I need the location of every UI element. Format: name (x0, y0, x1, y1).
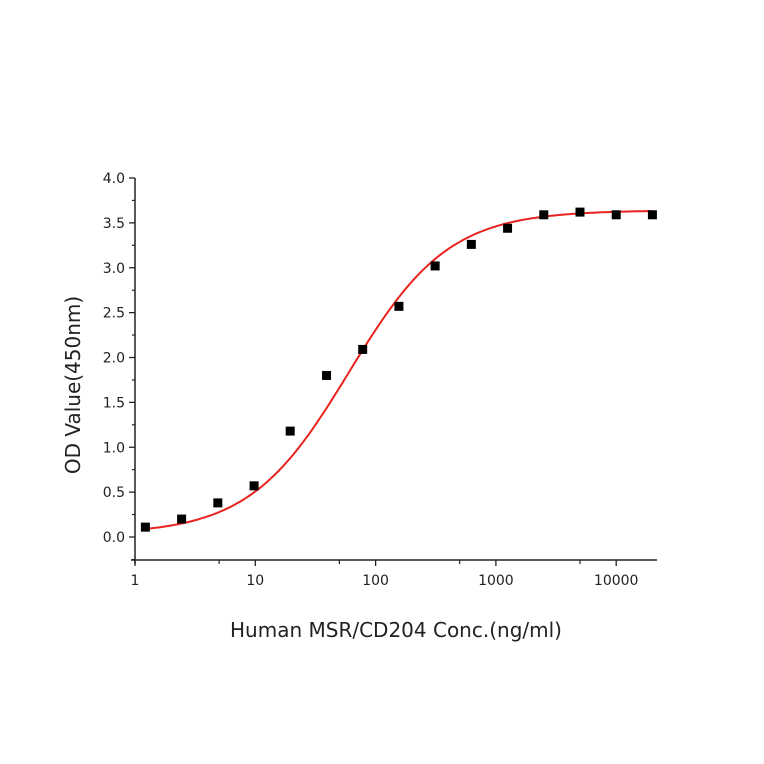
y-tick-label: 0.5 (103, 485, 125, 501)
data-point-marker (430, 261, 440, 271)
x-axis-title: Human MSR/CD204 Conc.(ng/ml) (230, 618, 562, 642)
fit-line (145, 210, 653, 530)
x-tick-label: 100 (362, 573, 389, 589)
y-tick-label: 4.0 (103, 171, 125, 187)
y-tick-label: 1.5 (103, 395, 125, 411)
data-point-marker (466, 239, 476, 249)
y-tick-label: 2.5 (103, 306, 125, 322)
data-point-marker (358, 344, 368, 354)
data-point-marker (140, 522, 150, 532)
fit-curve (145, 210, 653, 530)
data-point-marker (394, 301, 404, 311)
y-axis-title: OD Value(450nm) (61, 296, 85, 474)
data-point-marker (177, 514, 187, 524)
y-tick-label: 3.0 (103, 261, 125, 277)
y-tick-label: 2.0 (103, 351, 125, 367)
x-tick-label: 10 (246, 573, 264, 589)
y-tick-label: 1.0 (103, 440, 125, 456)
data-point-marker (213, 498, 223, 508)
data-point-marker (285, 426, 295, 436)
axes: 0.0 0.5 1.0 1.5 2.0 2.5 3.0 3.5 4.0 1 10 100 1000 100… (103, 171, 657, 589)
y-tick-label: 0.0 (103, 530, 125, 546)
x-tick-label: 1000 (478, 573, 514, 589)
x-tick-label: 1 (131, 573, 140, 589)
x-tick-label: 10000 (594, 573, 639, 589)
data-point-marker (575, 207, 585, 217)
data-point-marker (249, 481, 259, 491)
data-point-marker (503, 223, 513, 233)
y-tick-label: 3.5 (103, 216, 125, 232)
data-point-marker (611, 210, 621, 220)
data-point-marker (647, 210, 657, 220)
data-point-marker (322, 370, 332, 380)
data-points (140, 207, 657, 532)
data-point-marker (539, 210, 549, 220)
